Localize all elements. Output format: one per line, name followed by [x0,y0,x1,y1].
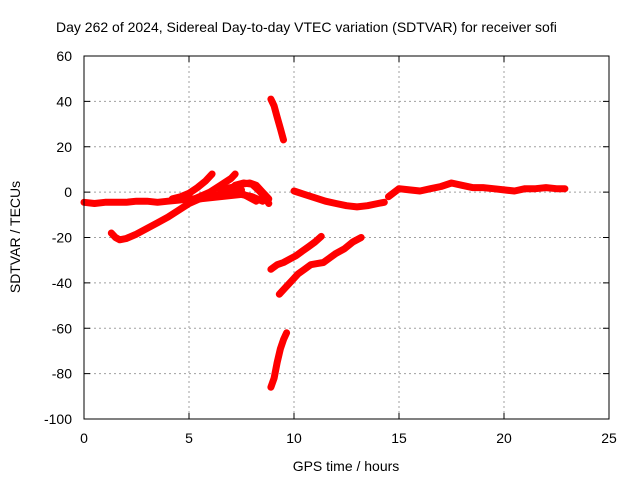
y-tick-label: -20 [52,230,72,246]
x-tick-label: 5 [185,430,193,446]
y-tick-label: -100 [44,411,72,427]
series-plunge [267,329,291,391]
y-tick-label: 40 [56,93,72,109]
series-dip-rise [107,186,245,244]
series-rise-mid [275,234,365,298]
series-hump-b [238,179,273,203]
chart-title: Day 262 of 2024, Sidereal Day-to-day VTE… [56,19,557,35]
y-tick-label: 0 [64,184,72,200]
y-tick-label: 20 [56,139,72,155]
y-tick-label: 60 [56,48,72,64]
series-baseline-late [385,179,569,201]
y-tick-label: -40 [52,275,72,291]
series-rising-a [168,170,216,203]
grid [84,56,609,419]
y-axis-label: SDTVAR / TECUs [7,181,23,293]
data-traces [80,95,569,391]
series-descend-high [267,95,287,144]
axis-ticks [83,55,610,420]
series-post-gap [290,187,388,211]
x-tick-label: 0 [80,430,88,446]
x-axis-label: GPS time / hours [293,458,400,474]
x-tick-labels: 0 5 10 15 20 25 [80,430,617,446]
x-tick-label: 25 [601,430,617,446]
x-tick-label: 10 [286,430,302,446]
x-tick-label: 15 [391,430,407,446]
x-tick-label: 20 [496,430,512,446]
y-tick-label: -60 [52,320,72,336]
y-tick-label: -80 [52,366,72,382]
series-rise-low [267,232,325,273]
y-tick-labels: -100 -80 -60 -40 -20 0 20 40 60 [44,48,72,427]
